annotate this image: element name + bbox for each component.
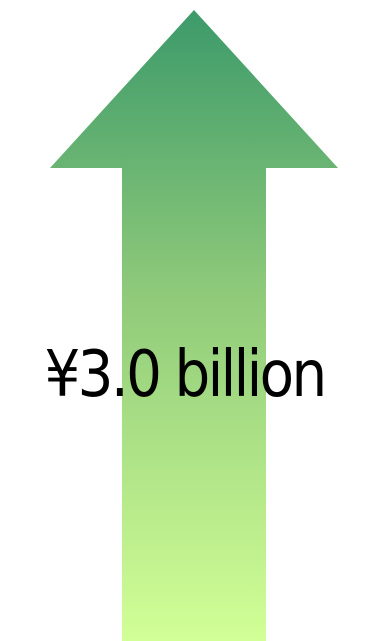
arrow-shape <box>50 10 338 641</box>
amount-label: ¥3.0 billion <box>44 338 327 412</box>
